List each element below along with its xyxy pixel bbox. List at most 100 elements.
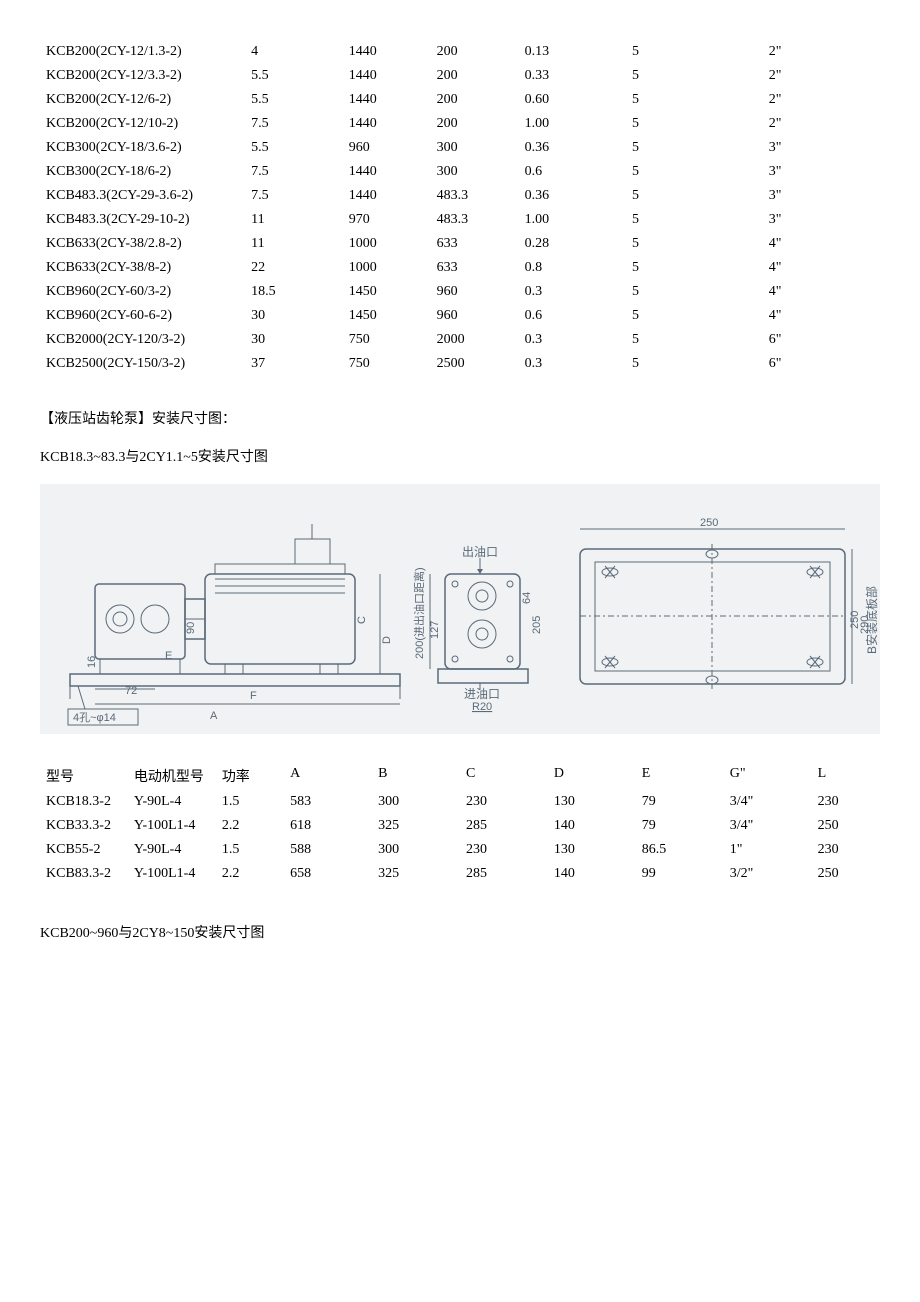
table-cell: 5 <box>626 64 763 88</box>
table-header-cell: A <box>284 762 372 790</box>
table-cell: 200 <box>431 64 519 88</box>
table-cell: 200 <box>431 88 519 112</box>
table-row: KCB18.3-2Y-90L-41.5583300230130793/4"230 <box>40 790 880 814</box>
table-cell: KCB33.3-2 <box>40 814 128 838</box>
table-cell: 5 <box>626 88 763 112</box>
svg-text:250: 250 <box>700 517 718 529</box>
table-cell: KCB633(2CY-38/8-2) <box>40 256 245 280</box>
table-cell: 4 <box>245 40 343 64</box>
table-cell: 200 <box>431 112 519 136</box>
table-cell: Y-100L1-4 <box>128 814 216 838</box>
svg-text:4孔~φ14: 4孔~φ14 <box>73 711 116 724</box>
table-cell: 750 <box>343 352 431 376</box>
table-cell: 1000 <box>343 256 431 280</box>
svg-text:64: 64 <box>521 592 533 604</box>
table-row: KCB300(2CY-18/6-2)7.514403000.653" <box>40 160 880 184</box>
table-row: KCB200(2CY-12/3.3-2)5.514402000.3352" <box>40 64 880 88</box>
table-cell: 5 <box>626 304 763 328</box>
table-cell: 3/4" <box>724 790 812 814</box>
table-header-cell: 型号 <box>40 762 128 790</box>
table-cell: 37 <box>245 352 343 376</box>
table-cell: 300 <box>431 136 519 160</box>
table-cell: KCB300(2CY-18/6-2) <box>40 160 245 184</box>
table-row: KCB483.3(2CY-29-3.6-2)7.51440483.30.3653… <box>40 184 880 208</box>
table-cell: 633 <box>431 256 519 280</box>
sub-heading-kcb18: KCB18.3~83.3与2CY1.1~5安装尺寸图 <box>40 446 880 466</box>
table-row: KCB55-2Y-90L-41.558830023013086.51"230 <box>40 838 880 862</box>
table-cell: 0.8 <box>519 256 626 280</box>
table-cell: 633 <box>431 232 519 256</box>
table-cell: 1440 <box>343 184 431 208</box>
table-cell: KCB200(2CY-12/3.3-2) <box>40 64 245 88</box>
table-cell: 5 <box>626 40 763 64</box>
table-cell: 22 <box>245 256 343 280</box>
table-cell: 130 <box>548 790 636 814</box>
table-cell: 2.2 <box>216 862 284 886</box>
table-cell: 230 <box>460 838 548 862</box>
table-cell: 1440 <box>343 112 431 136</box>
table-cell: 1440 <box>343 64 431 88</box>
table-cell: 0.3 <box>519 280 626 304</box>
table-row: KCB2500(2CY-150/3-2)3775025000.356" <box>40 352 880 376</box>
svg-text:90: 90 <box>185 622 197 634</box>
table-cell: 99 <box>636 862 724 886</box>
svg-text:R20: R20 <box>472 701 492 713</box>
table-cell: 250 <box>812 814 880 838</box>
table-cell: 285 <box>460 862 548 886</box>
table-cell: 5 <box>626 352 763 376</box>
table-cell: 3" <box>763 208 880 232</box>
table-cell: 0.6 <box>519 304 626 328</box>
table-header-cell: C <box>460 762 548 790</box>
table-cell: 30 <box>245 304 343 328</box>
table-cell: 300 <box>372 838 460 862</box>
table-cell: 750 <box>343 328 431 352</box>
table-cell: 1.00 <box>519 208 626 232</box>
table-cell: 0.3 <box>519 328 626 352</box>
table-cell: 0.60 <box>519 88 626 112</box>
svg-text:F: F <box>250 690 257 702</box>
table-cell: 3/4" <box>724 814 812 838</box>
table-cell: 18.5 <box>245 280 343 304</box>
svg-text:72: 72 <box>125 685 137 697</box>
table-cell: 1440 <box>343 88 431 112</box>
table-cell: 960 <box>431 280 519 304</box>
dimension-table: 型号电动机型号功率ABCDEG"L KCB18.3-2Y-90L-41.5583… <box>40 762 880 886</box>
table-header-cell: D <box>548 762 636 790</box>
table-cell: 300 <box>431 160 519 184</box>
table-cell: 1440 <box>343 40 431 64</box>
table-cell: 1000 <box>343 232 431 256</box>
table-header-cell: 电动机型号 <box>128 762 216 790</box>
svg-text:205: 205 <box>531 616 543 634</box>
svg-text:D: D <box>381 636 393 644</box>
svg-text:127: 127 <box>429 621 441 639</box>
sub-heading-kcb200: KCB200~960与2CY8~150安装尺寸图 <box>40 922 880 942</box>
table-row: KCB200(2CY-12/1.3-2)414402000.1352" <box>40 40 880 64</box>
table-cell: 6" <box>763 352 880 376</box>
table-cell: 5.5 <box>245 88 343 112</box>
table-cell: 5 <box>626 328 763 352</box>
table-row: KCB633(2CY-38/2.8-2)1110006330.2854" <box>40 232 880 256</box>
table-cell: 7.5 <box>245 160 343 184</box>
table-cell: KCB18.3-2 <box>40 790 128 814</box>
table-cell: 960 <box>343 136 431 160</box>
section-heading-install: 【液压站齿轮泵】安装尺寸图： <box>40 408 880 428</box>
table-cell: 200 <box>431 40 519 64</box>
table-row: KCB960(2CY-60/3-2)18.514509600.354" <box>40 280 880 304</box>
table-cell: 3" <box>763 184 880 208</box>
table-cell: 3/2" <box>724 862 812 886</box>
table-cell: KCB300(2CY-18/3.6-2) <box>40 136 245 160</box>
table-cell: KCB2500(2CY-150/3-2) <box>40 352 245 376</box>
table-cell: 140 <box>548 814 636 838</box>
table-cell: KCB960(2CY-60-6-2) <box>40 304 245 328</box>
table-row: KCB483.3(2CY-29-10-2)11970483.31.0053" <box>40 208 880 232</box>
table-header-cell: G" <box>724 762 812 790</box>
table-header-cell: B <box>372 762 460 790</box>
table-cell: 960 <box>431 304 519 328</box>
table-cell: 970 <box>343 208 431 232</box>
table-row: KCB2000(2CY-120/3-2)3075020000.356" <box>40 328 880 352</box>
table-cell: 285 <box>460 814 548 838</box>
table-cell: 5 <box>626 232 763 256</box>
table-row: KCB960(2CY-60-6-2)3014509600.654" <box>40 304 880 328</box>
svg-text:出油口: 出油口 <box>462 545 498 559</box>
table-header-cell: E <box>636 762 724 790</box>
